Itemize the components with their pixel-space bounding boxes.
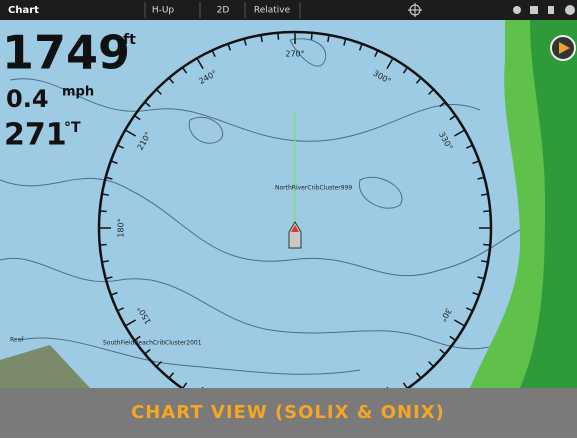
speed-unit: mph <box>62 85 94 100</box>
waypoint-label: SouthFieldBeachCribCluster2001 <box>103 340 202 347</box>
waypoint-label: Reef <box>10 337 24 344</box>
mode-button[interactable]: 2D <box>217 6 230 16</box>
ring-tick <box>100 211 107 212</box>
compass-label: 270° <box>285 50 304 59</box>
compass-label: 180° <box>117 218 126 237</box>
ring-tick <box>311 33 312 40</box>
ring-tick <box>100 244 107 245</box>
caption: CHART VIEW (SOLIX & ONIX) <box>131 402 445 423</box>
speed-value: 0.4 <box>6 85 49 113</box>
depth-value: 1749 <box>2 26 130 80</box>
depth-unit: ft <box>123 32 136 48</box>
waypoint-label: NorthRiverCribCluster999 <box>275 185 352 192</box>
heading-unit: °T <box>64 120 81 136</box>
ring-tick <box>278 33 279 40</box>
view-title[interactable]: Chart <box>8 5 39 16</box>
heading-value: 271 <box>4 118 67 153</box>
mode-button[interactable]: Relative <box>254 6 291 16</box>
ring-tick <box>483 244 490 245</box>
mode-button[interactable]: H-Up <box>152 6 175 16</box>
ring-tick <box>483 211 490 212</box>
screen: 270°240°300°210°330°180°150°30° NorthRiv… <box>0 0 577 438</box>
